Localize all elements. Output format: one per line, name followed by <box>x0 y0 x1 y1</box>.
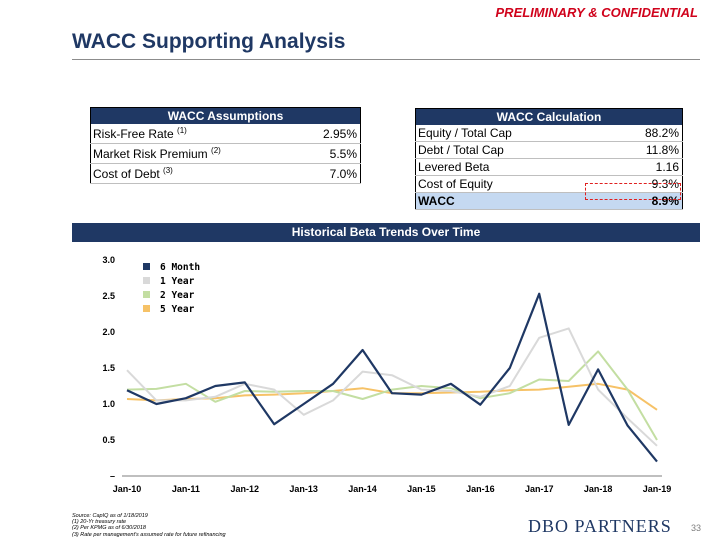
x-tick-label: Jan-16 <box>466 484 495 494</box>
x-tick-label: Jan-17 <box>525 484 554 494</box>
chart-legend: 6 Month 1 Year 2 Year 5 Year <box>143 262 200 315</box>
table-row: Debt / Total Cap 11.8% <box>415 141 683 159</box>
wacc-highlight-box <box>585 183 681 200</box>
series-layer <box>126 292 658 463</box>
footnote-3: (3) Rate per management's assumed rate f… <box>72 531 226 538</box>
row-label-text: Market Risk Premium <box>93 147 208 161</box>
row-label: WACC <box>415 192 606 210</box>
legend-label: 1 Year <box>160 276 195 287</box>
footnote-ref: (1) <box>177 126 187 135</box>
footnote-ref: (2) <box>211 146 221 155</box>
row-label: Equity / Total Cap <box>415 125 606 142</box>
wacc-assumptions-table: WACC Assumptions Risk-Free Rate (1) 2.95… <box>90 107 361 184</box>
legend-swatch <box>143 277 150 284</box>
legend-swatch <box>143 291 150 298</box>
y-tick-label: 1.5 <box>102 363 115 373</box>
row-label: Risk-Free Rate (1) <box>90 124 299 144</box>
x-tick-label: Jan-11 <box>172 484 200 494</box>
row-label: Market Risk Premium (2) <box>90 143 299 164</box>
series-line-2-year <box>126 350 658 441</box>
row-value: 2.95% <box>298 124 361 144</box>
row-value: 88.2% <box>605 125 683 142</box>
x-tick-label: Jan-10 <box>113 484 142 494</box>
footnote-ref: (3) <box>163 166 173 175</box>
table-row: Levered Beta 1.16 <box>415 158 683 176</box>
legend-label: 5 Year <box>160 304 195 315</box>
footnote-2: (2) Per KPMG as of 6/30/2018 <box>72 525 146 532</box>
y-tick-label: – <box>110 471 115 481</box>
row-value: 7.0% <box>298 163 361 184</box>
y-tick-label: 1.0 <box>102 399 115 409</box>
page-title: WACC Supporting Analysis <box>72 30 346 53</box>
x-tick-label: Jan-13 <box>289 484 318 494</box>
table-row: Cost of Equity 9.3% <box>415 175 683 193</box>
footnote-1: (1) 20-Yr treasury rate <box>72 519 127 526</box>
y-tick-label: 3.0 <box>102 255 115 265</box>
y-tick-label: 2.5 <box>102 291 115 301</box>
x-tick-label: Jan-19 <box>643 484 672 494</box>
calculation-header: WACC Calculation <box>415 108 683 125</box>
row-label: Cost of Equity <box>415 175 606 193</box>
x-tick-label: Jan-14 <box>348 484 377 494</box>
row-label: Cost of Debt (3) <box>90 163 299 184</box>
axes-layer: – 0.5 1.0 1.5 2.0 2.5 3.0 Jan-10 Jan-11 Jan-12 Jan… <box>102 255 671 494</box>
footnotes: Source: CapIQ as of 1/18/2019 (1) 20-Yr … <box>72 513 226 538</box>
row-value: 11.8% <box>605 141 683 159</box>
footnote-source: Source: CapIQ as of 1/18/2019 <box>72 513 148 519</box>
wacc-calculation-table: WACC Calculation Equity / Total Cap 88.2%… <box>415 108 683 210</box>
row-value: 9.3% <box>605 175 683 193</box>
series-line-6-month <box>126 292 658 463</box>
row-value: 5.5% <box>298 143 361 164</box>
confidential-label: PRELIMINARY & CONFIDENTIAL <box>495 5 698 20</box>
y-tick-label: 0.5 <box>102 435 115 445</box>
dbo-partners-logo: DBO PARTNERS <box>528 516 672 536</box>
row-value: 8.9% <box>605 192 683 210</box>
legend-label: 2 Year <box>160 290 195 301</box>
x-tick-label: Jan-12 <box>231 484 260 494</box>
wacc-row: WACC 8.9% <box>415 192 683 210</box>
series-line-1-year <box>126 327 658 447</box>
assumptions-header: WACC Assumptions <box>90 107 361 124</box>
page-number: 33 <box>691 523 702 533</box>
row-label-text: Cost of Debt <box>93 167 160 181</box>
legend-label: 6 Month <box>160 262 200 273</box>
table-row: Equity / Total Cap 88.2% <box>415 125 683 142</box>
row-value: 1.16 <box>605 158 683 176</box>
x-tick-label: Jan-15 <box>407 484 436 494</box>
legend-swatch <box>143 263 150 270</box>
chart-section-header: Historical Beta Trends Over Time <box>72 223 700 242</box>
title-divider <box>72 59 700 60</box>
row-label-text: Risk-Free Rate <box>93 127 174 141</box>
y-tick-label: 2.0 <box>102 327 115 337</box>
x-tick-label: Jan-18 <box>584 484 613 494</box>
table-row: Risk-Free Rate (1) 2.95% <box>90 124 361 144</box>
legend-swatch <box>143 305 150 312</box>
row-label: Debt / Total Cap <box>415 141 606 159</box>
row-label: Levered Beta <box>415 158 606 176</box>
table-row: Market Risk Premium (2) 5.5% <box>90 143 361 164</box>
table-row: Cost of Debt (3) 7.0% <box>90 163 361 184</box>
